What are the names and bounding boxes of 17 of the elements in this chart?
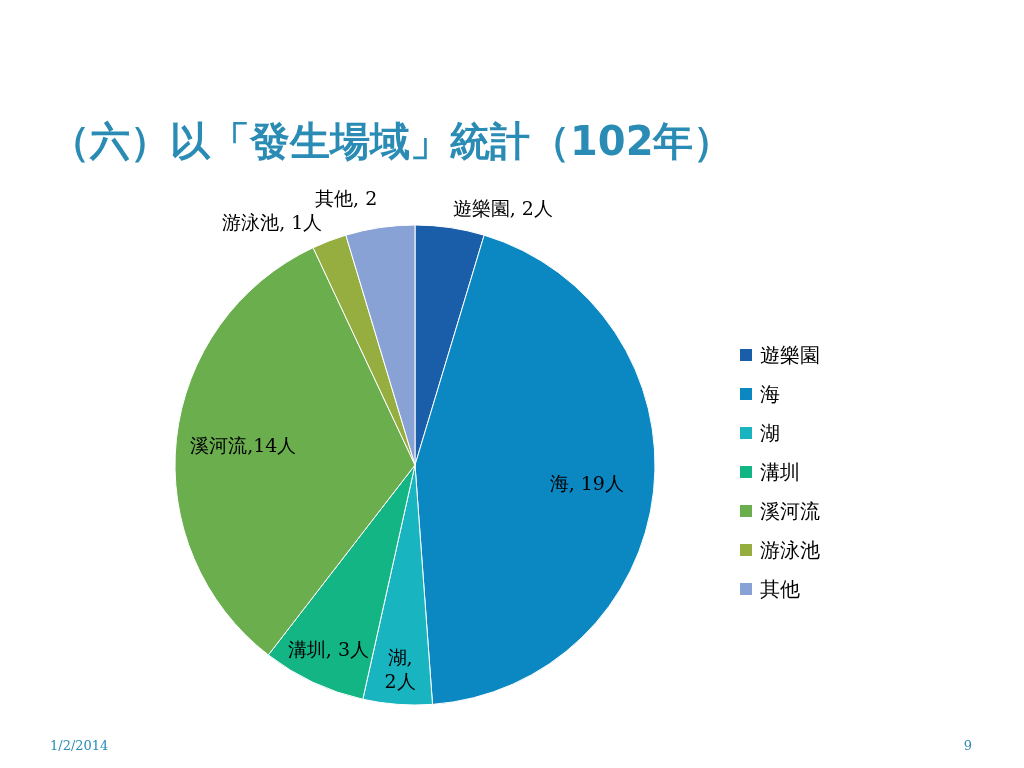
legend-label: 游泳池 (760, 538, 820, 562)
legend-label: 溪河流 (760, 499, 820, 523)
legend-label: 海 (760, 382, 780, 406)
data-label: 湖, 2人 (384, 646, 416, 693)
legend-label: 其他 (760, 577, 800, 601)
data-label: 游泳池, 1人 (222, 210, 323, 233)
legend-label: 溝圳 (760, 460, 800, 484)
legend-label: 湖 (760, 421, 780, 445)
data-label: 遊樂園, 2人 (452, 196, 553, 219)
chart-title: （六）以「發生場域」統計（102年） (50, 118, 734, 164)
data-label: 溪河流,14人 (190, 434, 297, 457)
data-label: 海, 19人 (549, 471, 624, 494)
data-label: 其他, 2 (315, 186, 378, 209)
text: 1/2/2014 (50, 738, 109, 753)
legend-label: 遊樂園 (760, 343, 820, 367)
text: 9 (963, 738, 972, 753)
data-label: 溝圳, 3人 (287, 637, 369, 660)
